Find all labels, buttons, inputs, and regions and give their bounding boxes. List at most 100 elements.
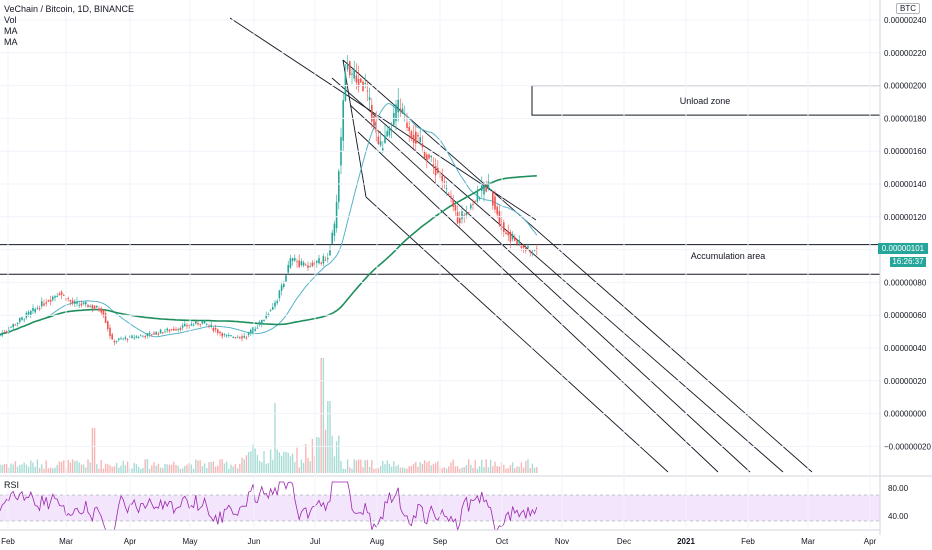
- candle-body: [1, 332, 3, 336]
- candle-body: [382, 148, 384, 151]
- y-tick-label: 0.00000200: [884, 82, 927, 91]
- volume-bar: [406, 468, 408, 473]
- volume-bar: [474, 460, 476, 473]
- candle-body: [60, 291, 63, 295]
- candle-body: [379, 141, 382, 146]
- candle-body: [461, 211, 463, 220]
- candle-body: [492, 192, 494, 206]
- x-tick-label: Feb: [741, 537, 755, 546]
- candle-body: [333, 223, 336, 236]
- candle-body: [305, 264, 307, 266]
- candle-body: [256, 327, 259, 329]
- candle-body: [104, 313, 107, 324]
- candle-body: [52, 296, 54, 300]
- volume-bar: [60, 461, 63, 473]
- candle-body: [503, 222, 505, 232]
- currency-unit-badge[interactable]: BTC: [896, 3, 920, 14]
- candle-body: [142, 335, 144, 337]
- volume-bar: [223, 463, 226, 473]
- candle-body: [210, 324, 212, 327]
- volume-bar: [291, 453, 294, 473]
- candlesticks: [0, 55, 538, 346]
- candle-body: [184, 323, 186, 327]
- candle-body: [522, 245, 525, 248]
- x-tick-label: Jul: [310, 537, 320, 546]
- volume-bar: [318, 437, 320, 473]
- volume-bar: [38, 468, 41, 473]
- candle-body: [241, 336, 243, 339]
- volume-bar: [181, 468, 184, 473]
- candle-body: [384, 135, 386, 143]
- candle-body: [452, 199, 454, 207]
- volume-bar: [21, 464, 23, 473]
- candle-body: [485, 186, 487, 192]
- candle-body: [234, 337, 237, 339]
- y-tick-label: 0.00000240: [884, 16, 927, 25]
- volume-bar: [252, 444, 254, 473]
- volume-bar: [410, 465, 413, 473]
- candle-body: [16, 322, 19, 324]
- candle-body: [291, 258, 294, 261]
- volume-bar: [511, 462, 514, 473]
- candle-body: [96, 305, 98, 308]
- candle-body: [371, 104, 373, 122]
- candle-body: [335, 201, 338, 229]
- candle-body: [423, 151, 426, 159]
- candle-body: [533, 249, 536, 251]
- volume-bar: [527, 459, 529, 473]
- candle-body: [474, 200, 476, 202]
- candle-body: [362, 81, 364, 92]
- volume-bar: [324, 429, 327, 473]
- candle-body: [91, 305, 94, 309]
- volume-bar: [525, 460, 527, 473]
- volume-bar: [531, 463, 534, 473]
- candle-body: [388, 127, 391, 136]
- volume-bar: [485, 459, 487, 473]
- volume-bar: [470, 464, 472, 473]
- candle-body: [386, 131, 388, 137]
- volume-bar: [140, 468, 142, 473]
- chart-legend: VeChain / Bitcoin, 1D, BINANCE Vol MA MA: [4, 4, 134, 48]
- candle-body: [298, 260, 300, 268]
- candle-body: [496, 206, 498, 215]
- volume-bar: [36, 459, 39, 473]
- volume-bar: [186, 464, 188, 473]
- candle-body: [320, 262, 322, 264]
- moving-averages: [0, 102, 538, 338]
- volume-bar: [342, 468, 344, 473]
- volume-bar: [456, 465, 459, 473]
- volume-bar: [514, 468, 516, 473]
- candle-body: [203, 320, 206, 324]
- candle-body: [261, 320, 263, 325]
- candle-body: [494, 196, 496, 210]
- volume-bar: [115, 462, 118, 473]
- candle-body: [34, 308, 36, 313]
- volume-bar: [69, 462, 72, 473]
- candle-body: [10, 326, 12, 328]
- candle-body: [342, 100, 344, 141]
- time-axis: Feb Mar Apr May Jun Jul Aug Sep Oct Nov Dec 2021 Feb…: [0, 0, 880, 546]
- x-tick-label: Sep: [433, 537, 448, 546]
- candle-body: [111, 334, 113, 340]
- volume-bar: [419, 461, 421, 473]
- volume-bar: [250, 451, 252, 473]
- volume-bar: [212, 461, 215, 473]
- candle-body: [164, 331, 166, 333]
- candle-body: [113, 340, 116, 343]
- candle-body: [478, 197, 481, 200]
- volume-bar: [373, 468, 375, 473]
- volume-bar: [124, 465, 127, 473]
- volume-bar: [16, 466, 19, 473]
- volume-bar: [305, 444, 307, 473]
- candle-body: [8, 329, 10, 331]
- candle-body: [344, 72, 347, 101]
- volume-bar: [214, 466, 217, 473]
- volume-bar: [276, 449, 278, 473]
- x-tick-label: Apr: [124, 537, 137, 546]
- candle-body: [417, 134, 419, 137]
- candle-body: [45, 302, 47, 304]
- candle-body: [14, 324, 17, 326]
- volume-bar: [179, 468, 182, 473]
- volume-bar: [311, 438, 314, 473]
